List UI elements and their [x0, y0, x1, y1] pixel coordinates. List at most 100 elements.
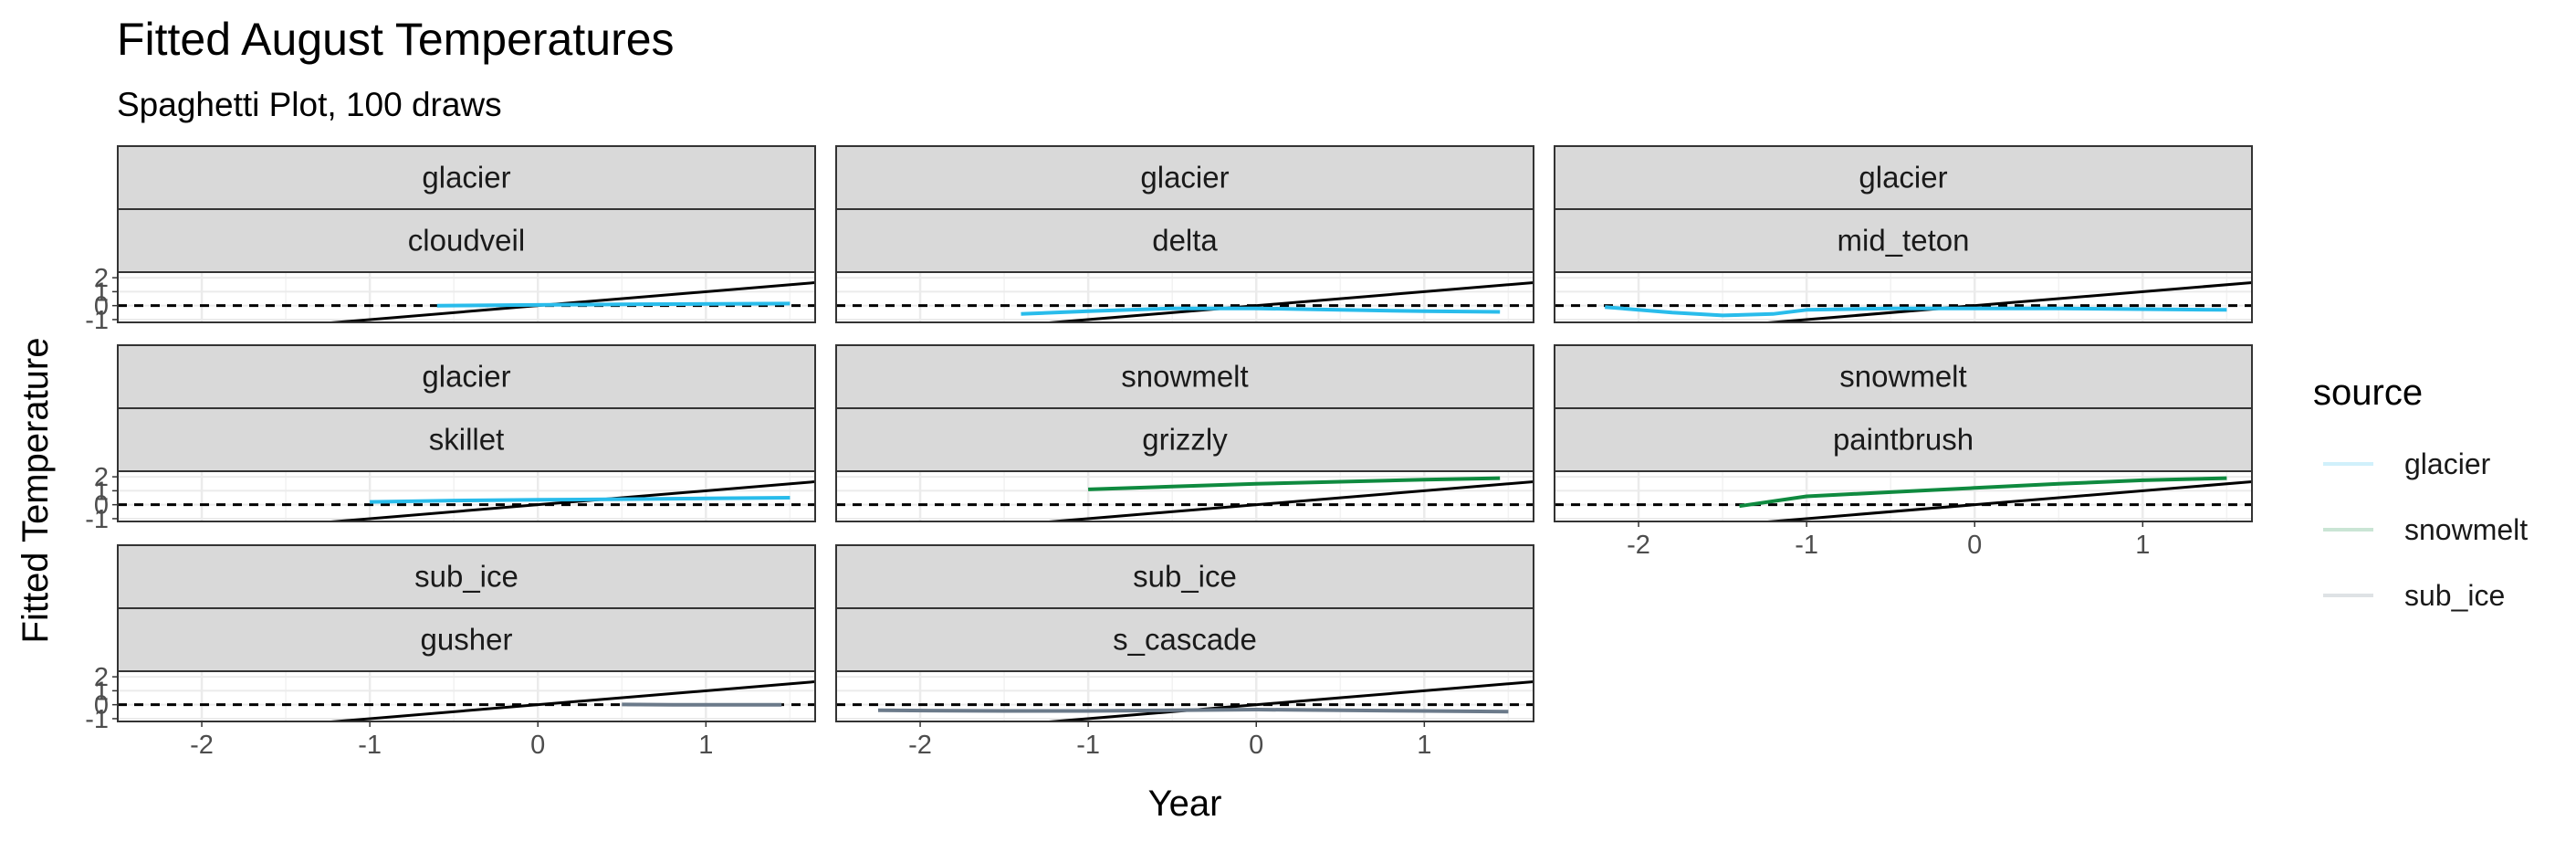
legend-label-glacier: glacier — [2404, 447, 2491, 480]
strip-site-label: s_cascade — [1113, 623, 1257, 657]
panel-border — [117, 670, 816, 722]
strip-site-label: cloudveil — [408, 224, 525, 258]
series-line-paintbrush — [1739, 476, 2227, 509]
trend-reference-line — [1756, 479, 2252, 521]
facet-panel: glacier mid_teton — [1554, 145, 2253, 323]
panel-data — [836, 679, 1534, 721]
strip-source — [117, 145, 816, 210]
series-line-grizzly — [1088, 476, 1501, 491]
panel-border — [835, 470, 1534, 522]
strip-source-label: glacier — [1140, 161, 1229, 195]
panel-data — [118, 679, 815, 721]
panel-border — [835, 271, 1534, 323]
strip-site-label: gusher — [421, 623, 513, 657]
panel-data — [1555, 280, 2252, 322]
chart-title: Fitted August Temperatures — [117, 14, 675, 65]
y-axis-label: Fitted Temperature — [16, 338, 56, 644]
x-tick-label: 0 — [1249, 731, 1263, 760]
strip-source-label: snowmelt — [1121, 360, 1248, 394]
strip-site-label: mid_teton — [1838, 224, 1970, 258]
y-tick-label: 0 — [94, 491, 109, 521]
x-tick-label: -1 — [358, 731, 382, 760]
legend-label-sub_ice: sub_ice — [2404, 579, 2505, 612]
legend-items: glacier snowmelt sub_ice — [2323, 447, 2528, 612]
y-tick-label: -1 — [85, 505, 109, 534]
strip-source-label: snowmelt — [1839, 360, 1966, 394]
x-tick-label: -2 — [908, 731, 932, 760]
panel-border — [117, 470, 816, 522]
trend-reference-line — [1038, 479, 1534, 521]
strip-site-label: delta — [1152, 224, 1218, 258]
strip-source-label: glacier — [422, 360, 510, 394]
y-tick-label: -1 — [85, 705, 109, 734]
panel-data — [836, 280, 1534, 322]
strip-source — [835, 544, 1534, 609]
trend-reference-line — [1038, 280, 1534, 322]
series-line-s_cascade — [877, 708, 1509, 714]
x-tick-label: -2 — [190, 731, 214, 760]
strip-site — [835, 208, 1534, 273]
trend-reference-line — [319, 280, 815, 322]
panel-data — [118, 280, 815, 322]
y-tick-label: 2 — [94, 663, 109, 692]
facet-panel: sub_ice s_cascade -2 -1 0 1 — [835, 544, 1534, 760]
y-tick-label: 1 — [94, 477, 109, 506]
series-line-skillet — [370, 496, 791, 504]
strip-source — [1554, 145, 2253, 210]
strip-site — [117, 607, 816, 672]
x-tick-label: -1 — [1076, 731, 1100, 760]
panel-border — [1554, 271, 2253, 323]
series-line-delta — [1021, 306, 1501, 316]
panel-border — [835, 670, 1534, 722]
facet-panel: snowmelt grizzly — [835, 344, 1534, 522]
panel-background — [118, 272, 815, 322]
strip-site-label: paintbrush — [1833, 423, 1974, 457]
panel-data — [118, 479, 815, 521]
strip-source — [835, 145, 1534, 210]
panel-background — [118, 671, 815, 721]
y-tick-label: 1 — [94, 278, 109, 307]
y-tick-label: 2 — [94, 463, 109, 492]
facet-panels: glaciercloudveil-1012glacierdeltaglacier… — [85, 145, 2253, 760]
trend-reference-line — [319, 679, 815, 721]
facet-panel: snowmelt paintbrush -2 -1 0 1 — [1554, 344, 2253, 560]
x-tick-label: 0 — [530, 731, 545, 760]
legend-label-snowmelt: snowmelt — [2404, 513, 2528, 546]
strip-site — [835, 407, 1534, 472]
strip-source — [117, 344, 816, 409]
strip-source-label: glacier — [1859, 161, 1947, 195]
panel-data — [836, 476, 1534, 521]
strip-source — [835, 344, 1534, 409]
trend-reference-line — [1756, 280, 2252, 322]
y-tick-label: -1 — [85, 306, 109, 335]
x-tick-label: 1 — [2135, 531, 2150, 560]
strip-site — [117, 407, 816, 472]
panel-data — [1555, 476, 2252, 521]
panel-border — [1554, 470, 2253, 522]
panel-background — [118, 471, 815, 521]
x-tick-label: 1 — [1417, 731, 1431, 760]
strip-source — [117, 544, 816, 609]
strip-site-label: grizzly — [1142, 423, 1228, 457]
series-line-cloudveil — [436, 301, 791, 308]
y-tick-label: 0 — [94, 691, 109, 721]
strip-source — [1554, 344, 2253, 409]
strip-source-label: sub_ice — [1133, 560, 1237, 594]
panel-background — [836, 272, 1534, 322]
chart-subtitle: Spaghetti Plot, 100 draws — [117, 86, 502, 123]
legend-title: source — [2313, 373, 2423, 413]
strip-source-label: glacier — [422, 161, 510, 195]
x-tick-label: -1 — [1795, 531, 1818, 560]
y-tick-label: 0 — [94, 292, 109, 321]
strip-site — [835, 607, 1534, 672]
facet-panel: glacier delta — [835, 145, 1534, 323]
strip-source-label: sub_ice — [414, 560, 518, 594]
strip-site — [1554, 407, 2253, 472]
trend-reference-line — [319, 479, 815, 521]
panel-border — [117, 271, 816, 323]
x-tick-label: -2 — [1627, 531, 1650, 560]
